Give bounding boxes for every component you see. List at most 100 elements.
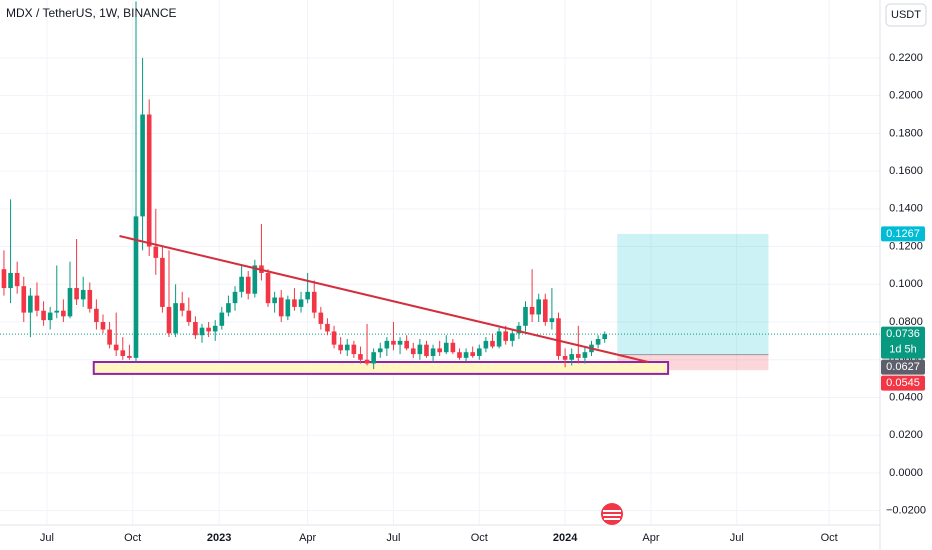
candle-body <box>569 354 575 360</box>
trendline <box>119 235 649 363</box>
x-tick-label: Jul <box>386 532 400 544</box>
candle-body <box>206 327 211 332</box>
candle-body <box>80 289 86 300</box>
candle-body <box>146 114 152 247</box>
candle-body <box>127 355 132 358</box>
y-tick-label: 0.0000 <box>889 467 923 479</box>
candle-body <box>595 338 601 345</box>
plot-area <box>0 0 880 525</box>
y-tick-label: −0.0200 <box>886 505 926 517</box>
x-tick-label: Jul <box>730 532 744 544</box>
candle-body <box>443 342 449 353</box>
x-tick-label: Oct <box>471 532 488 544</box>
candle-body <box>252 265 258 294</box>
candle-body <box>377 348 383 353</box>
x-tick-label: Apr <box>642 532 659 544</box>
candle-body <box>582 352 588 358</box>
candle-body <box>575 354 581 358</box>
currency-button[interactable] <box>885 3 927 27</box>
candle-body <box>173 303 178 334</box>
candle-body <box>153 246 159 258</box>
y-tick-label: 0.1000 <box>889 278 923 290</box>
candle-body <box>483 340 489 349</box>
y-tick-label: 0.2200 <box>889 52 923 64</box>
candle-body <box>100 322 106 330</box>
candle-body <box>556 318 561 356</box>
candle-body <box>311 291 317 313</box>
price-label: 0.0736 <box>886 328 920 340</box>
currency-label[interactable]: USDT <box>891 9 921 21</box>
candle-body <box>28 295 33 313</box>
candle-body <box>265 272 271 304</box>
candle-body <box>54 310 60 313</box>
support-zone <box>92 361 670 375</box>
candle-body <box>490 340 495 347</box>
candle-body <box>325 323 330 332</box>
y-tick-label: 0.0400 <box>889 391 923 403</box>
candle-body <box>278 297 284 317</box>
candle-body <box>67 288 73 317</box>
logo <box>601 503 623 525</box>
candle-body <box>542 299 548 323</box>
candle-body <box>272 297 277 304</box>
y-tick-label: 0.1200 <box>889 240 923 252</box>
candle-body <box>298 299 304 307</box>
countdown-label: 1d 5h <box>889 343 917 355</box>
candle-body <box>463 352 469 358</box>
price-label-box <box>881 359 925 375</box>
target-zone <box>617 233 769 355</box>
candle-body <box>391 340 396 345</box>
candle-body <box>34 295 40 311</box>
candle-body <box>364 359 370 364</box>
candle-body <box>292 299 297 307</box>
candle-body <box>344 344 350 351</box>
candle-body <box>212 325 218 332</box>
candle-body <box>239 276 244 292</box>
price-label-box <box>881 226 925 242</box>
x-tick-label: 2023 <box>207 532 231 544</box>
candle-body <box>529 306 535 315</box>
candle-body <box>331 331 337 345</box>
candle-body <box>384 340 390 349</box>
candle-body <box>285 299 291 317</box>
candle-body <box>14 272 20 287</box>
candle-body <box>496 331 502 347</box>
candle-body <box>226 303 231 313</box>
candle-body <box>1 269 7 289</box>
candle-body <box>166 306 172 334</box>
candle-body <box>430 348 436 356</box>
candle-body <box>602 334 608 339</box>
candle-body <box>397 340 403 345</box>
candle-body <box>509 333 515 341</box>
y-tick-label: 0.2000 <box>889 90 923 102</box>
x-tick-label: Oct <box>821 532 838 544</box>
candle-body <box>186 310 192 323</box>
candle-body <box>424 344 429 356</box>
candle-body <box>140 114 145 217</box>
candle-body <box>8 272 13 289</box>
candle-body <box>179 303 185 311</box>
candle-body <box>160 257 165 307</box>
candle-body <box>503 331 508 341</box>
y-tick-label: 0.1800 <box>889 127 923 139</box>
y-tick-label: 0.1600 <box>889 165 923 177</box>
x-tick-label: Apr <box>299 532 316 544</box>
candle-body <box>457 352 462 358</box>
candle-body <box>94 308 99 323</box>
candle-body <box>404 340 409 349</box>
candle-body <box>87 289 93 309</box>
candle-body <box>470 352 475 356</box>
candle-body <box>562 355 568 360</box>
candle-body <box>549 318 555 323</box>
x-tick-label: Jul <box>40 532 54 544</box>
candle-body <box>536 299 542 315</box>
price-label: 0.0627 <box>886 361 920 373</box>
candle-body <box>41 310 46 321</box>
candle-body <box>74 288 79 300</box>
price-label-box <box>881 375 925 391</box>
y-tick-label: 0.1400 <box>889 203 923 215</box>
y-tick-label: 0.0800 <box>889 316 923 328</box>
candle-body <box>245 276 251 294</box>
